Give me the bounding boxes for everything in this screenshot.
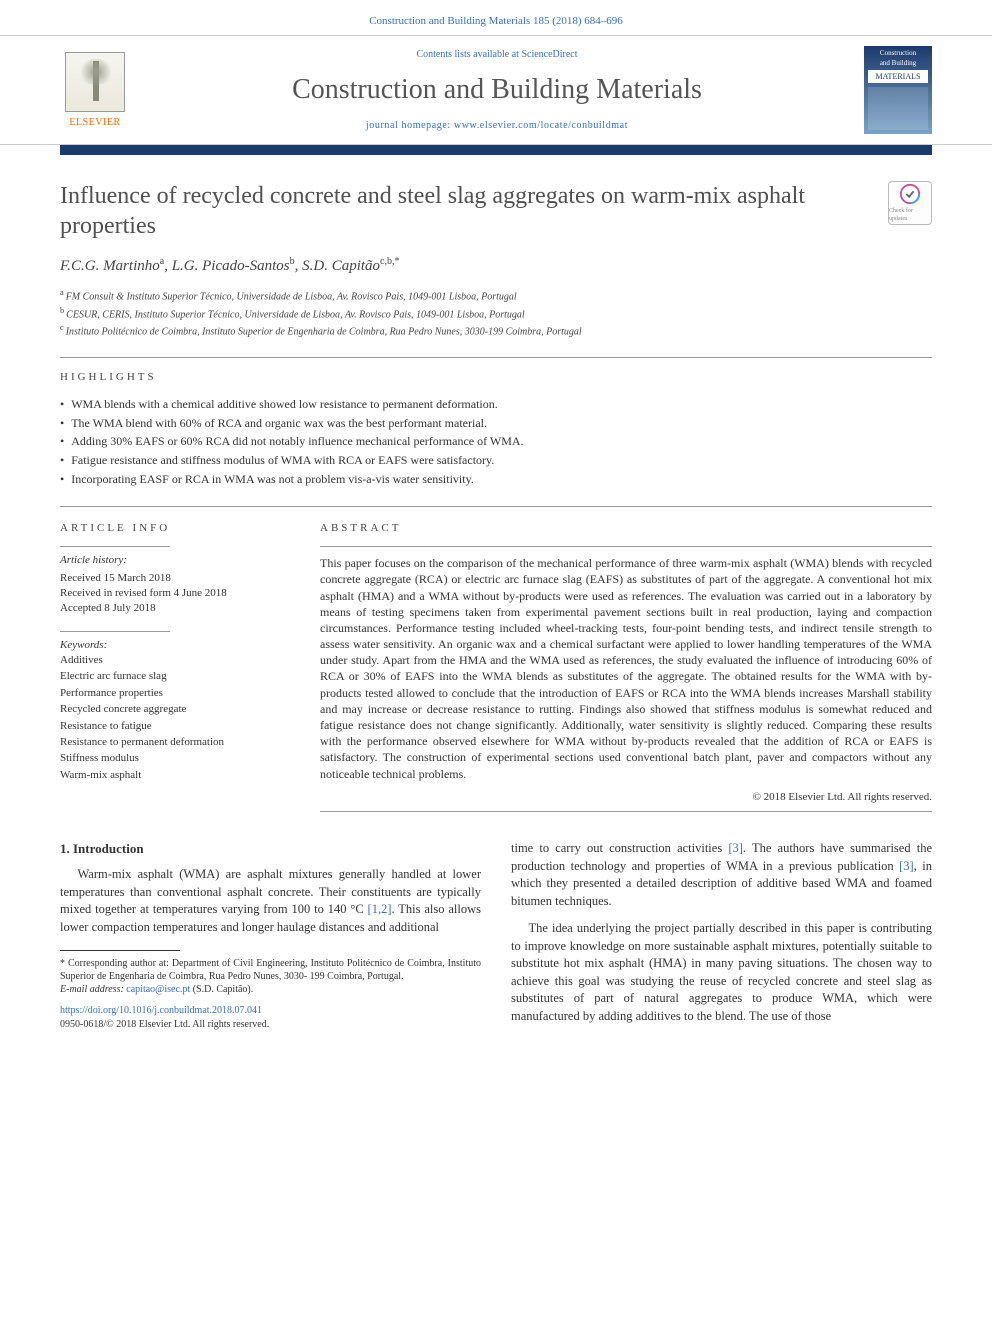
ref-link[interactable]: [3]: [899, 859, 914, 873]
rule-after-highlights: [60, 506, 932, 507]
history-label: Article history:: [60, 553, 290, 568]
abstract-top-rule: [320, 546, 932, 547]
highlight-item: Adding 30% EAFS or 60% RCA did not notab…: [60, 433, 932, 450]
crossmark-icon: [899, 183, 921, 205]
keyword-item: Additives: [60, 653, 290, 668]
accepted-date: Accepted 8 July 2018: [60, 601, 290, 616]
affiliation-line: bCESUR, CERIS, Instituto Superior Técnic…: [60, 305, 932, 322]
highlight-item: The WMA blend with 60% of RCA and organi…: [60, 415, 932, 432]
revised-date: Received in revised form 4 June 2018: [60, 586, 290, 601]
intro-paragraph-1: Warm-mix asphalt (WMA) are asphalt mixtu…: [60, 866, 481, 936]
keyword-item: Resistance to fatigue: [60, 719, 290, 734]
keyword-item: Electric arc furnace slag: [60, 669, 290, 684]
keyword-item: Stiffness modulus: [60, 751, 290, 766]
citation-text: Construction and Building Materials 185 …: [369, 15, 623, 27]
doi-link[interactable]: https://doi.org/10.1016/j.conbuildmat.20…: [60, 1004, 481, 1018]
abstract-column: ABSTRACT This paper focuses on the compa…: [320, 521, 932, 812]
highlight-item: Fatigue resistance and stiffness modulus…: [60, 452, 932, 469]
intro-heading: 1. Introduction: [60, 840, 481, 858]
footnote-rule: [60, 950, 180, 951]
cover-line1: Construction: [868, 50, 928, 58]
keywords-list: AdditivesElectric arc furnace slag Perfor…: [60, 653, 290, 783]
crossmark-badge[interactable]: Check for updates: [888, 181, 932, 225]
running-header: Construction and Building Materials 185 …: [0, 0, 992, 35]
sciencedirect-link[interactable]: ScienceDirect: [521, 49, 577, 60]
masthead-center: Contents lists available at ScienceDirec…: [150, 48, 844, 133]
intro-paragraph-3: The idea underlying the project partiall…: [511, 920, 932, 1025]
received-date: Received 15 March 2018: [60, 571, 290, 586]
masthead-blue-rule: [60, 145, 932, 155]
affiliation-line: cInstituto Politécnico de Coimbra, Insti…: [60, 322, 932, 339]
ref-link[interactable]: [3]: [728, 841, 743, 855]
publisher-name: ELSEVIER: [69, 116, 120, 130]
journal-cover-thumb: Construction and Building MATERIALS: [864, 46, 932, 134]
affiliations: aFM Consult & Instituto Superior Técnico…: [60, 287, 932, 339]
cover-materials: MATERIALS: [868, 70, 928, 83]
keyword-item: Warm-mix asphalt: [60, 768, 290, 783]
highlight-item: WMA blends with a chemical additive show…: [60, 396, 932, 413]
crossmark-label: Check for updates: [889, 207, 931, 224]
email-link[interactable]: capitao@isec.pt: [126, 984, 190, 995]
cover-image-placeholder: [868, 87, 928, 130]
keyword-item: Resistance to permanent deformation: [60, 735, 290, 750]
publisher-logo: ELSEVIER: [60, 50, 130, 130]
intro-paragraph-2: time to carry out construction activitie…: [511, 840, 932, 910]
body-two-column: 1. Introduction Warm-mix asphalt (WMA) a…: [60, 840, 932, 1034]
contents-available-line: Contents lists available at ScienceDirec…: [150, 48, 844, 62]
cover-line2: and Building: [868, 60, 928, 68]
keywords-label: Keywords:: [60, 638, 290, 653]
keyword-item: Recycled concrete aggregate: [60, 702, 290, 717]
keyword-item: Performance properties: [60, 686, 290, 701]
abstract-heading: ABSTRACT: [320, 521, 932, 536]
rule-after-affiliations: [60, 357, 932, 358]
highlight-item: Incorporating EASF or RCA in WMA was not…: [60, 471, 932, 488]
abstract-bottom-rule: [320, 811, 932, 812]
ref-link[interactable]: [1,2]: [368, 902, 392, 916]
journal-homepage-url[interactable]: www.elsevier.com/locate/conbuildmat: [454, 120, 628, 131]
highlights-heading: HIGHLIGHTS: [60, 370, 932, 385]
journal-homepage-line: journal homepage: www.elsevier.com/locat…: [150, 119, 844, 133]
corresponding-author-footnote: * Corresponding author at: Department of…: [60, 957, 481, 996]
highlights-list: WMA blends with a chemical additive show…: [60, 396, 932, 488]
article-info-rule: [60, 546, 170, 547]
journal-masthead: ELSEVIER Contents lists available at Sci…: [0, 35, 992, 145]
affiliation-line: aFM Consult & Instituto Superior Técnico…: [60, 287, 932, 304]
article-info-column: ARTICLE INFO Article history: Received 1…: [60, 521, 290, 812]
elsevier-tree-icon: [65, 52, 125, 112]
abstract-text: This paper focuses on the comparison of …: [320, 555, 932, 782]
journal-name: Construction and Building Materials: [150, 70, 844, 109]
author-list: F.C.G. Martinhoa, L.G. Picado-Santosb, S…: [60, 255, 932, 277]
doi-footer: https://doi.org/10.1016/j.conbuildmat.20…: [60, 1004, 481, 1032]
article-title: Influence of recycled concrete and steel…: [60, 181, 870, 241]
article-content: Influence of recycled concrete and steel…: [0, 155, 992, 1063]
issn-copyright: 0950-0618/© 2018 Elsevier Ltd. All right…: [60, 1018, 481, 1032]
abstract-copyright: © 2018 Elsevier Ltd. All rights reserved…: [320, 790, 932, 805]
keywords-rule: [60, 631, 170, 632]
article-info-heading: ARTICLE INFO: [60, 521, 290, 536]
